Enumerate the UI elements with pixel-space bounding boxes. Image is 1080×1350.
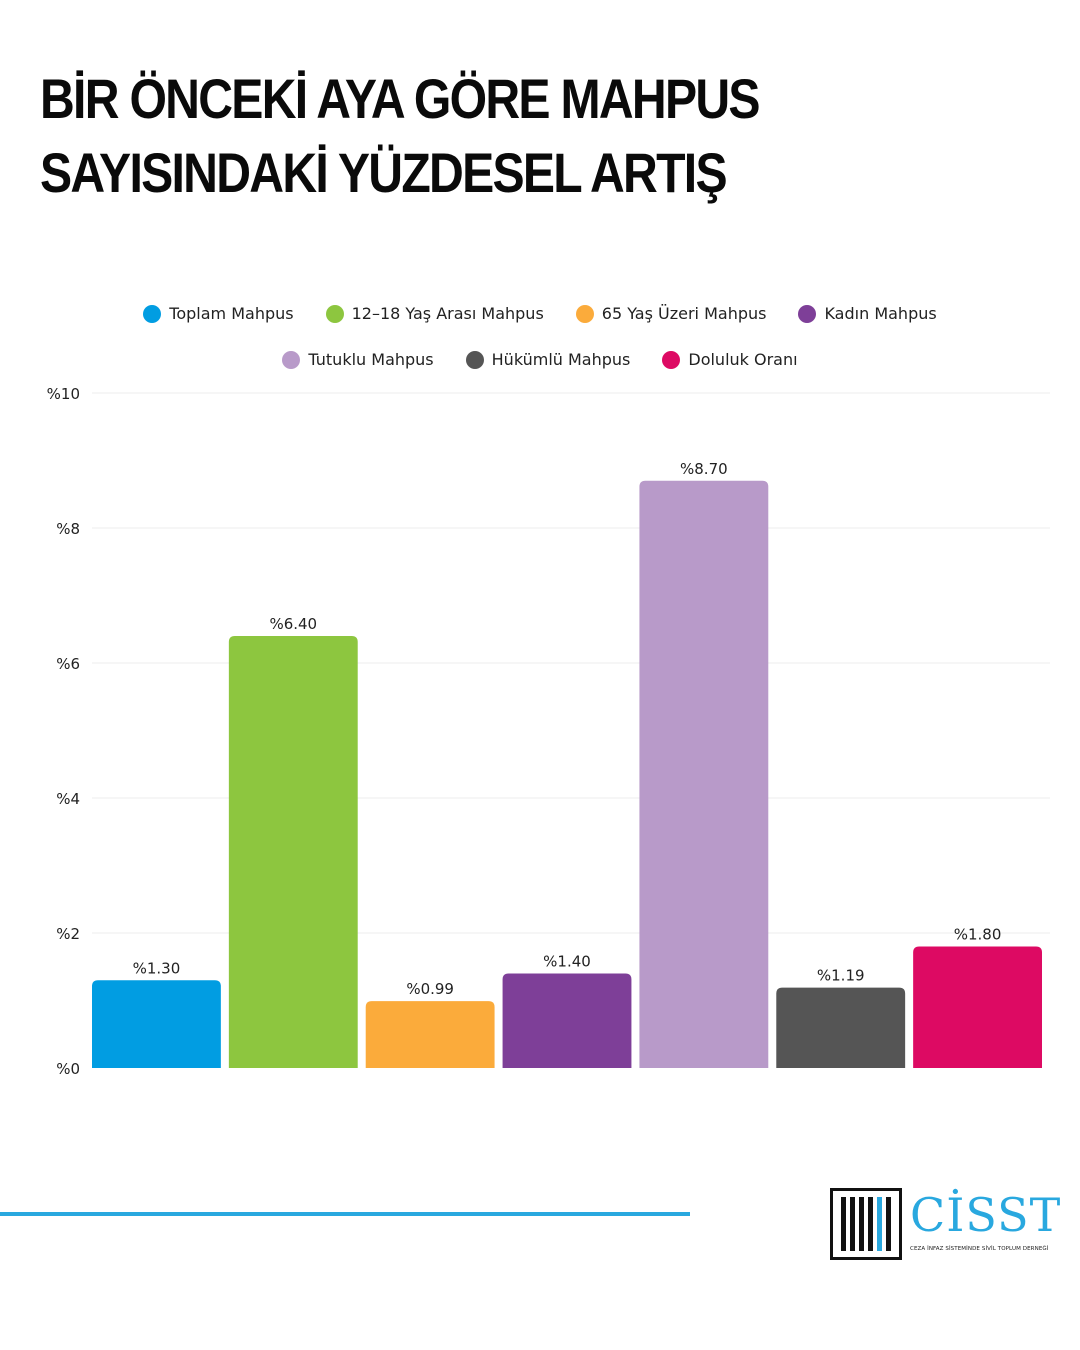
legend-item: 65 Yaş Üzeri Mahpus	[575, 304, 767, 323]
bar	[502, 973, 632, 1068]
logo-subtitle: CEZA İNFAZ SİSTEMİNDE SİVİL TOPLUM DERNE…	[910, 1246, 1049, 1252]
bar-value-label: %1.19	[817, 967, 865, 985]
legend-label: Doluluk Oranı	[688, 350, 798, 369]
legend-swatch	[282, 350, 301, 369]
y-tick-label: %2	[56, 925, 80, 943]
legend-item: Kadın Mahpus	[798, 304, 937, 323]
legend-label: Toplam Mahpus	[169, 304, 294, 323]
legend-label: Tutuklu Mahpus	[308, 350, 434, 369]
y-tick-label: %4	[56, 790, 80, 808]
title-line-1: BİR ÖNCEKİ AYA GÖRE MAHPUS	[40, 67, 761, 130]
legend-item: Toplam Mahpus	[143, 304, 294, 323]
legend-swatch	[575, 304, 594, 323]
legend-item: Doluluk Oranı	[662, 350, 798, 369]
logo-name: CİSST	[910, 1188, 1062, 1242]
bar-value-label: %1.30	[133, 959, 181, 977]
legend-label: 12–18 Yaş Arası Mahpus	[351, 304, 544, 323]
legend-swatch	[143, 304, 162, 323]
page-title: BİR ÖNCEKİ AYA GÖRE MAHPUS SAYISINDAKİ Y…	[40, 62, 761, 210]
legend-swatch	[325, 304, 344, 323]
legend-row-1: Toplam Mahpus 12–18 Yaş Arası Mahpus 65 Ya…	[0, 304, 1080, 323]
y-tick-label: %10	[47, 385, 80, 403]
legend-label: Hükümlü Mahpus	[491, 350, 631, 369]
prison-bars-icon	[830, 1188, 902, 1260]
bar	[776, 987, 906, 1068]
bar-value-label: %1.80	[954, 926, 1002, 944]
bar	[228, 636, 358, 1068]
legend-swatch	[798, 304, 817, 323]
bar	[639, 480, 769, 1068]
y-tick-label: %0	[56, 1060, 80, 1078]
bar-value-label: %8.70	[680, 460, 728, 478]
legend-swatch	[662, 350, 681, 369]
title-line-2: SAYISINDAKİ YÜZDESEL ARTIŞ	[40, 141, 728, 204]
cisst-logo: CİSST CEZA İNFAZ SİSTEMİNDE SİVİL TOPLUM…	[830, 1186, 1060, 1266]
legend-item: Hükümlü Mahpus	[465, 350, 631, 369]
bar-value-label: %6.40	[269, 615, 317, 633]
bar-value-label: %1.40	[543, 953, 591, 971]
legend-item: 12–18 Yaş Arası Mahpus	[325, 304, 544, 323]
decorative-line	[0, 1212, 690, 1216]
y-tick-label: %8	[56, 520, 80, 538]
legend-row-2: Tutuklu Mahpus Hükümlü Mahpus Doluluk Oran…	[0, 350, 1080, 369]
legend-swatch	[465, 350, 484, 369]
legend-item: Tutuklu Mahpus	[282, 350, 434, 369]
bar-value-label: %0.99	[406, 980, 454, 998]
bar	[913, 946, 1042, 1068]
y-tick-label: %6	[56, 655, 80, 673]
legend-label: 65 Yaş Üzeri Mahpus	[601, 304, 767, 323]
bar	[365, 1001, 495, 1068]
bar	[92, 980, 221, 1068]
bar-chart: %0 %2 %4 %6 %8 %10 %1.30 %6.40 %0.99 %1.40 %8.70 %1…	[47, 385, 1050, 1078]
legend-label: Kadın Mahpus	[824, 304, 937, 323]
